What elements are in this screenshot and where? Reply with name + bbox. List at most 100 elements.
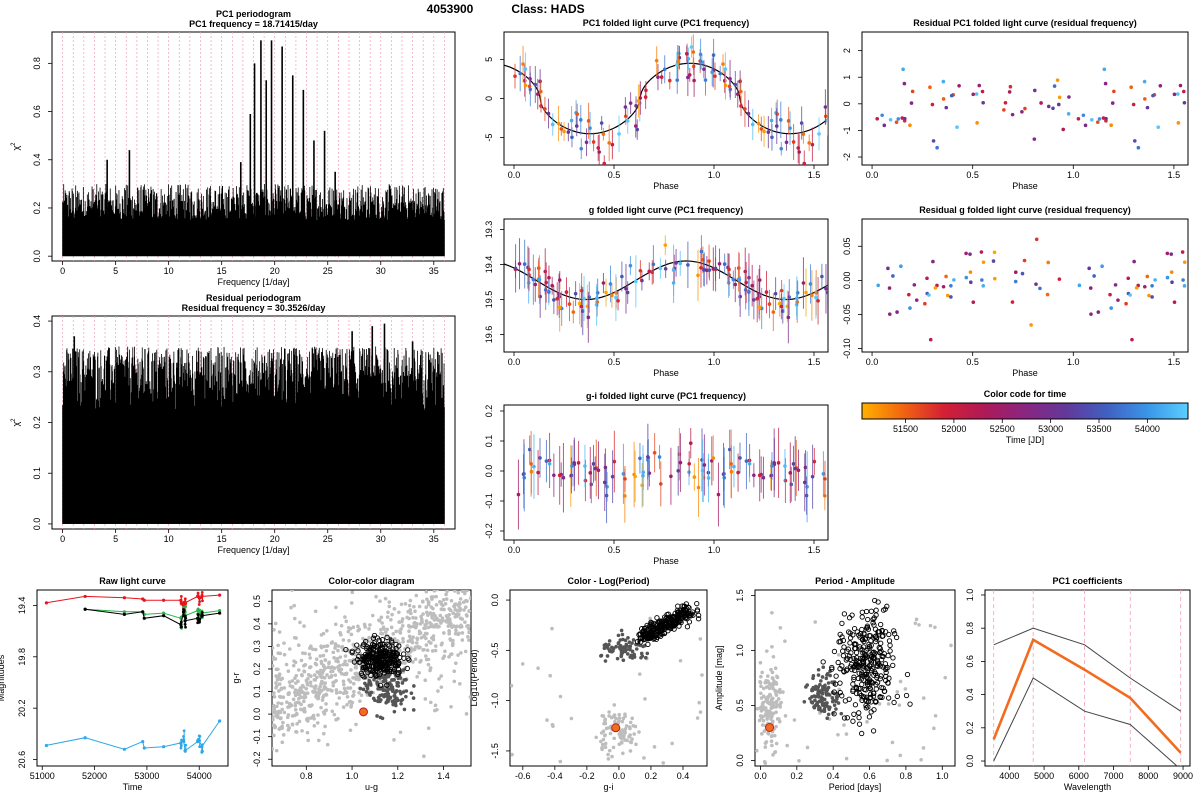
background-point: [274, 684, 279, 688]
dark-point: [615, 656, 620, 661]
data-point: [896, 117, 901, 121]
plot-area: [504, 34, 828, 165]
open-point: [870, 690, 877, 696]
dark-point: [363, 681, 367, 686]
target-marker: [358, 707, 368, 717]
background-point: [463, 605, 468, 610]
background-point: [778, 687, 782, 692]
background-point: [428, 668, 432, 673]
data-point: [991, 259, 996, 263]
background-point: [434, 603, 439, 607]
open-point: [884, 603, 890, 609]
background-point: [462, 582, 466, 586]
open-point: [871, 615, 877, 621]
x-axis: 0.8 1.0 1.2 1.4: [300, 766, 450, 781]
background-point: [401, 636, 405, 641]
dark-point: [816, 704, 821, 709]
background-point: [412, 604, 416, 609]
data-point: [578, 118, 583, 122]
y-axis: 19.319.419.519.6: [484, 221, 504, 343]
data-point: [688, 441, 693, 446]
open-point: [878, 684, 884, 691]
data-point: [717, 261, 722, 266]
background-point: [289, 605, 293, 610]
data-point: [696, 485, 701, 490]
data-point: [992, 276, 997, 281]
data-point: [1145, 274, 1150, 279]
y-axis: 0.00.51.01.5: [735, 589, 755, 767]
dark-point: [617, 645, 622, 649]
open-point: [861, 663, 867, 670]
background-point: [277, 672, 282, 676]
background-point: [447, 622, 452, 627]
background-point: [274, 681, 278, 685]
open-point: [373, 667, 380, 673]
background-point: [612, 736, 617, 741]
background-point: [760, 670, 764, 675]
background-point: [307, 652, 312, 657]
data-point: [980, 278, 984, 282]
data-point: [1143, 97, 1147, 101]
data-point: [992, 250, 997, 255]
open-point: [395, 671, 401, 678]
dark-point: [825, 716, 830, 721]
background-point: [319, 645, 324, 650]
open-point: [841, 611, 848, 617]
background-point: [622, 733, 626, 738]
data-point: [755, 296, 760, 301]
series-point: [200, 611, 204, 614]
background-point: [462, 583, 466, 587]
background-point: [774, 693, 779, 697]
x-tick-label: 53000: [1038, 424, 1063, 434]
dark-point: [392, 709, 397, 714]
y-tick-label: 0.1: [252, 685, 262, 698]
background-point: [386, 610, 390, 615]
background-point: [433, 703, 438, 708]
background-point: [294, 712, 299, 717]
data-point: [577, 301, 582, 306]
open-point: [405, 647, 411, 653]
open-point: [851, 655, 857, 662]
dark-point: [816, 692, 821, 696]
data-point: [1176, 92, 1180, 96]
open-point: [833, 673, 839, 679]
series-point: [200, 590, 204, 594]
coefficient-line: [993, 677, 1178, 766]
dark-point: [821, 665, 826, 670]
background-point: [466, 626, 471, 631]
data-point: [779, 288, 784, 293]
series-point: [198, 617, 202, 621]
data-point: [539, 104, 543, 108]
data-point: [1181, 89, 1186, 94]
background-point: [333, 622, 338, 627]
y-tick-label: -0.1: [252, 729, 262, 745]
background-point: [272, 627, 276, 632]
background-point: [764, 713, 768, 718]
data-point: [718, 71, 723, 76]
open-point: [393, 653, 399, 659]
background-point: [399, 602, 404, 607]
data-point: [968, 252, 972, 256]
plot-area: [62, 316, 445, 529]
open-point: [643, 634, 649, 640]
background-point: [351, 625, 356, 630]
open-point: [859, 647, 865, 653]
dark-point: [628, 647, 632, 652]
data-point: [575, 112, 580, 116]
background-point: [285, 723, 290, 728]
background-point: [418, 660, 422, 664]
data-point: [658, 482, 663, 486]
data-point: [757, 292, 761, 296]
background-point: [459, 651, 463, 655]
data-point: [733, 282, 738, 287]
series-point: [180, 625, 183, 629]
data-point: [584, 140, 589, 145]
y-tick-label: 19.4: [484, 256, 494, 274]
open-point: [850, 632, 856, 638]
open-point: [873, 607, 879, 613]
data-point: [1136, 145, 1141, 150]
background-point: [302, 669, 306, 673]
background-point: [760, 723, 765, 727]
data-point: [559, 127, 564, 131]
open-point: [863, 608, 870, 615]
